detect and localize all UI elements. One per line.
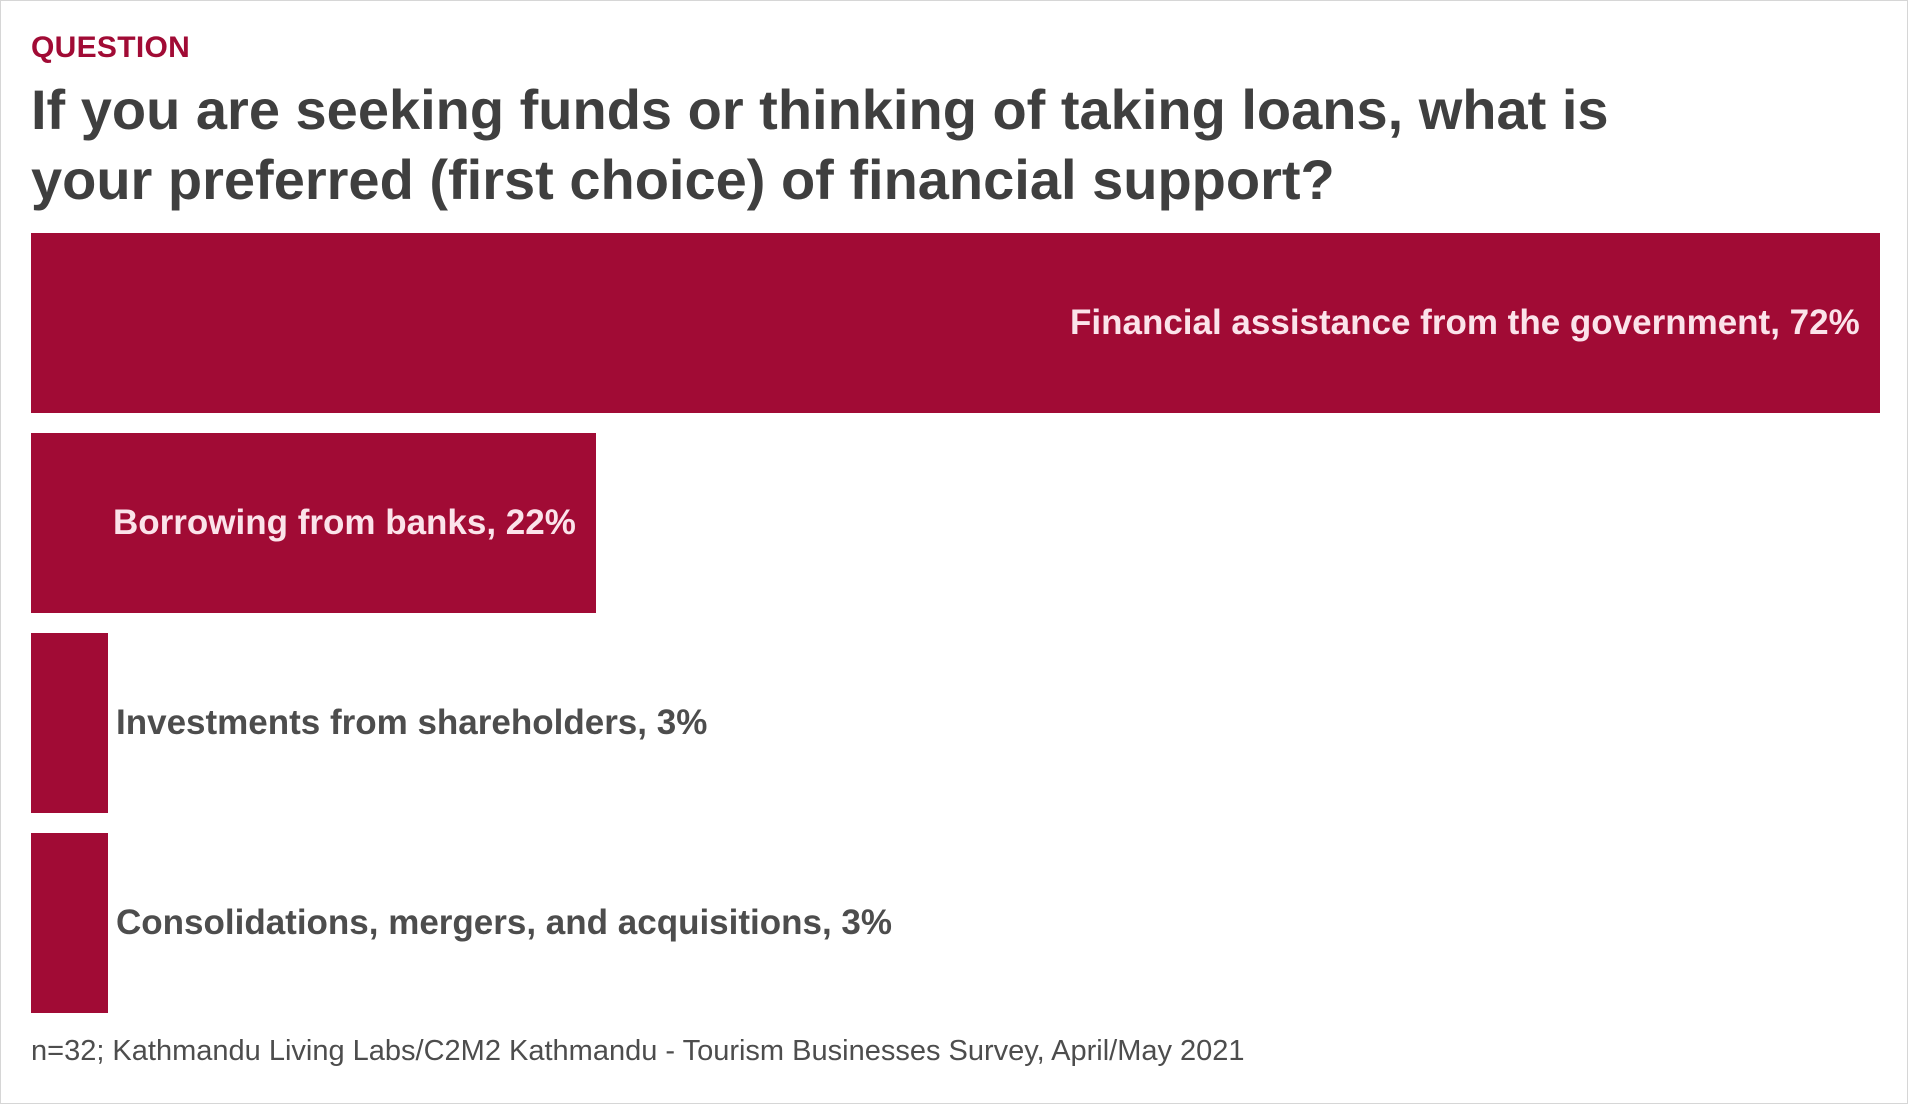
source-footnote: n=32; Kathmandu Living Labs/C2M2 Kathman… <box>31 1035 1245 1067</box>
bar-row: Borrowing from banks, 22% <box>31 433 1880 613</box>
bar <box>31 433 596 613</box>
question-eyebrow: QUESTION <box>31 31 191 64</box>
bar <box>31 233 1880 413</box>
bar <box>31 633 108 813</box>
bar-row: Consolidations, mergers, and acquisition… <box>31 833 1880 1013</box>
bar-label: Financial assistance from the government… <box>1070 303 1860 342</box>
bar-label: Investments from shareholders, 3% <box>116 703 708 742</box>
chart-title: If you are seeking funds or thinking of … <box>31 78 1609 211</box>
bar-label: Borrowing from banks, 22% <box>113 503 576 542</box>
bar-row: Investments from shareholders, 3% <box>31 633 1880 813</box>
bar-chart: Financial assistance from the government… <box>31 233 1880 1013</box>
bar-row: Financial assistance from the government… <box>31 233 1880 413</box>
bar-label: Consolidations, mergers, and acquisition… <box>116 903 892 942</box>
bar <box>31 833 108 1013</box>
